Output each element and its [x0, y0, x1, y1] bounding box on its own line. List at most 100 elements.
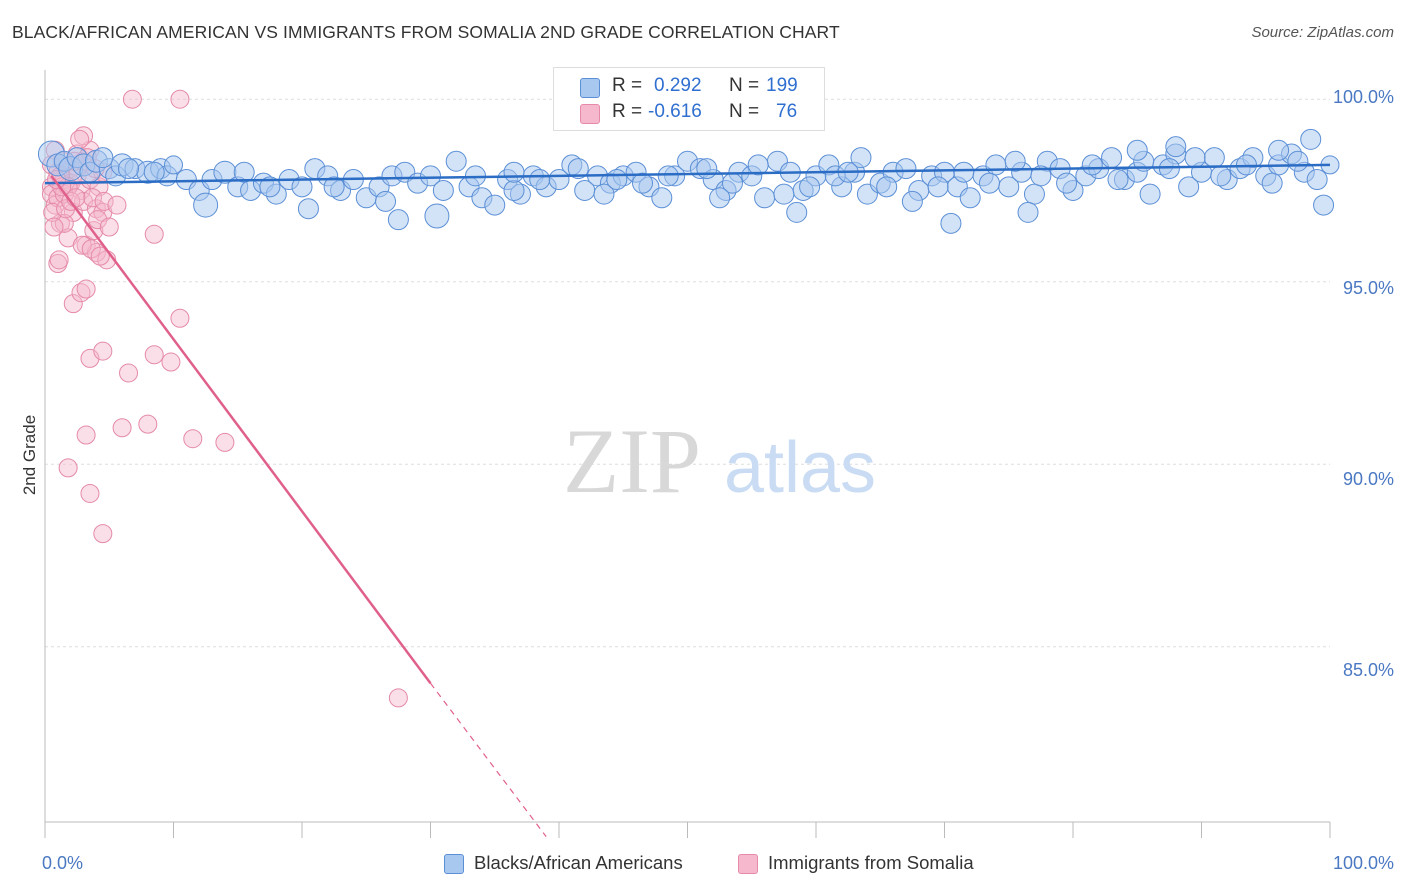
data-point-black	[940, 212, 962, 234]
chart-title: BLACK/AFRICAN AMERICAN VS IMMIGRANTS FRO…	[12, 22, 840, 42]
data-point-black	[1313, 194, 1335, 216]
data-point-black	[747, 154, 769, 176]
data-point-somalia	[43, 202, 63, 222]
data-point-black	[606, 169, 628, 191]
data-point-somalia	[99, 217, 119, 237]
data-point-black	[259, 176, 281, 198]
data-point-black	[1261, 172, 1283, 194]
data-point-somalia	[76, 279, 96, 299]
data-point-black	[632, 172, 654, 194]
y-tick-label-90: 90.0%	[1342, 469, 1394, 489]
legend-label-somalia: Immigrants from Somalia	[768, 852, 974, 873]
data-point-somalia	[144, 345, 164, 365]
data-point-black	[901, 190, 923, 212]
data-point-somalia	[122, 89, 142, 109]
data-point-somalia	[183, 429, 203, 449]
r-value: 0.292	[654, 75, 702, 96]
data-point-black	[1165, 136, 1187, 158]
swatch-pink	[580, 104, 600, 124]
data-point-black	[424, 203, 450, 229]
data-point-black	[1004, 150, 1026, 172]
data-point-black	[1081, 154, 1103, 176]
data-point-somalia	[170, 89, 190, 109]
trend-line-somalia	[50, 175, 432, 685]
data-point-black	[387, 209, 409, 231]
data-point-somalia	[88, 210, 108, 230]
data-point-black	[1306, 169, 1328, 191]
data-point-black	[1287, 150, 1309, 172]
data-point-black	[1158, 158, 1180, 180]
data-point-black	[567, 158, 589, 180]
data-point-somalia	[70, 129, 90, 149]
swatch-blue	[580, 78, 600, 98]
data-point-black	[657, 165, 679, 187]
data-point-somalia	[107, 195, 127, 215]
data-point-somalia	[49, 250, 69, 270]
data-point-black	[164, 155, 183, 175]
data-point-somalia	[93, 341, 113, 361]
data-point-black	[709, 187, 731, 209]
stats-row-somalia: R = -0.616 N = 76	[554, 101, 824, 127]
data-point-black	[876, 176, 898, 198]
data-point-black	[953, 161, 975, 183]
data-point-black	[773, 183, 795, 205]
data-point-somalia	[66, 188, 86, 208]
axes	[44, 70, 1331, 838]
data-point-somalia	[112, 418, 132, 438]
y-tick-label-100: 100.0%	[1332, 87, 1394, 107]
data-point-black	[420, 165, 441, 187]
data-point-black	[696, 158, 718, 180]
data-point-black	[1139, 183, 1161, 205]
data-point-black	[1017, 201, 1039, 223]
data-point-black	[1184, 147, 1206, 169]
data-point-somalia	[74, 126, 94, 146]
data-point-somalia	[93, 524, 113, 544]
data-point-black	[193, 192, 219, 218]
data-point-somalia	[161, 352, 181, 372]
data-point-black	[754, 187, 776, 209]
x-tick-label-min: 0.0%	[42, 853, 84, 873]
data-point-somalia	[170, 308, 190, 328]
legend-label-black: Blacks/African Americans	[474, 852, 683, 873]
data-point-black	[1178, 176, 1200, 198]
legend-swatch-pink	[738, 854, 758, 874]
n-value: 199	[766, 75, 798, 96]
data-point-black	[1300, 128, 1322, 150]
data-point-black	[143, 161, 165, 183]
data-point-somalia	[44, 217, 64, 237]
data-point-somalia	[90, 246, 110, 266]
watermark-atlas: atlas	[724, 428, 876, 508]
data-point-black	[1056, 172, 1078, 194]
n-label: N =	[729, 75, 760, 96]
n-value: 76	[776, 101, 798, 122]
data-point-somalia	[54, 213, 74, 233]
data-point-somalia	[71, 283, 91, 303]
data-point-black	[651, 187, 673, 209]
data-point-black	[529, 169, 551, 191]
data-point-black	[233, 161, 255, 183]
data-point-black	[503, 179, 525, 201]
data-point-black	[850, 147, 872, 169]
trend-line-black	[44, 163, 1331, 185]
n-label: N =	[729, 101, 760, 122]
series-black-points	[37, 128, 1340, 234]
legend-swatch-blue	[444, 854, 464, 874]
source-label: Source: ZipAtlas.com	[1251, 24, 1394, 41]
data-point-black	[291, 176, 313, 198]
data-point-black	[1030, 165, 1052, 187]
watermark: ZIP atlas	[563, 410, 876, 512]
x-tick-label-max: 100.0%	[1332, 853, 1394, 873]
data-point-black	[1126, 139, 1148, 161]
y-tick-label-95: 95.0%	[1342, 278, 1394, 298]
data-point-black	[985, 154, 1007, 176]
data-point-somalia	[63, 294, 83, 314]
trend-lines	[44, 163, 1331, 837]
data-point-black	[297, 198, 319, 220]
data-point-black	[895, 158, 917, 180]
data-point-black	[1210, 165, 1232, 187]
data-point-black	[786, 201, 808, 223]
data-point-somalia	[138, 414, 158, 434]
data-point-somalia	[119, 363, 139, 383]
stats-box: R = 0.292 N = 199 R = -0.616 N = 76	[553, 67, 825, 131]
